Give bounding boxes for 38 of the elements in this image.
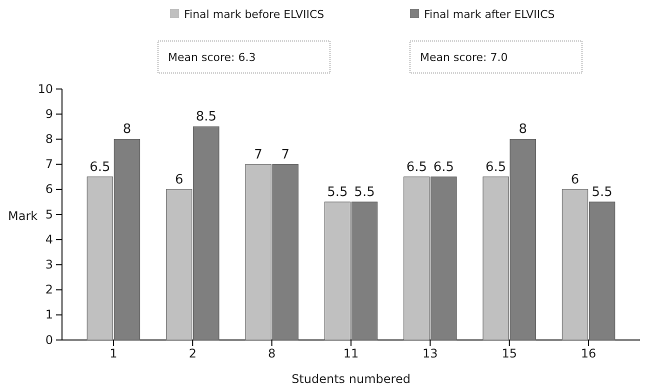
- y-tick-label: 2: [45, 282, 53, 297]
- data-label: 6: [570, 172, 580, 188]
- legend-label: Final mark before ELVIICS: [184, 8, 324, 21]
- y-tick-label: 3: [45, 258, 53, 272]
- y-tick-label: 0: [45, 332, 53, 347]
- x-tick-label: 11: [343, 346, 359, 361]
- data-label: 5.5: [592, 184, 612, 200]
- data-label: 6.5: [485, 160, 506, 175]
- data-label: 8.5: [196, 110, 217, 125]
- text: Mean score: 7.0: [420, 51, 508, 64]
- y-tick-label: 4: [45, 232, 53, 246]
- y-axis-title: Mark: [8, 209, 38, 223]
- x-tick-label: 15: [502, 346, 517, 361]
- y-tick-label: 8: [45, 132, 53, 146]
- data-label: 7: [281, 147, 290, 162]
- data-label: 6.5: [90, 160, 110, 175]
- data-label: 6.5: [433, 160, 454, 175]
- data-label: 6: [174, 172, 184, 188]
- data-label: 8: [122, 122, 132, 138]
- y-tick-label: 10: [38, 82, 53, 96]
- legend-label: Final mark after ELVIICS: [424, 8, 555, 21]
- text: Mean score: 6.3: [168, 51, 256, 64]
- data-label: 7: [254, 147, 262, 162]
- data-label: 5.5: [327, 184, 348, 200]
- data-label: 8: [518, 122, 528, 138]
- y-tick-label: 5: [45, 207, 53, 222]
- x-tick-label: 16: [580, 346, 596, 361]
- x-tick-label: 1: [110, 346, 118, 361]
- data-label: 5.5: [354, 184, 375, 200]
- y-tick-label: 9: [45, 106, 53, 121]
- y-tick-label: 7: [45, 157, 53, 172]
- y-tick-label: 6: [45, 182, 53, 196]
- x-axis-title: Students numbered: [292, 372, 410, 386]
- x-tick-label: 2: [188, 346, 196, 361]
- y-tick-label: 1: [45, 308, 53, 322]
- data-label: 6.5: [406, 160, 428, 175]
- x-tick-label: 8: [268, 346, 276, 361]
- x-tick-label: 13: [422, 346, 438, 361]
